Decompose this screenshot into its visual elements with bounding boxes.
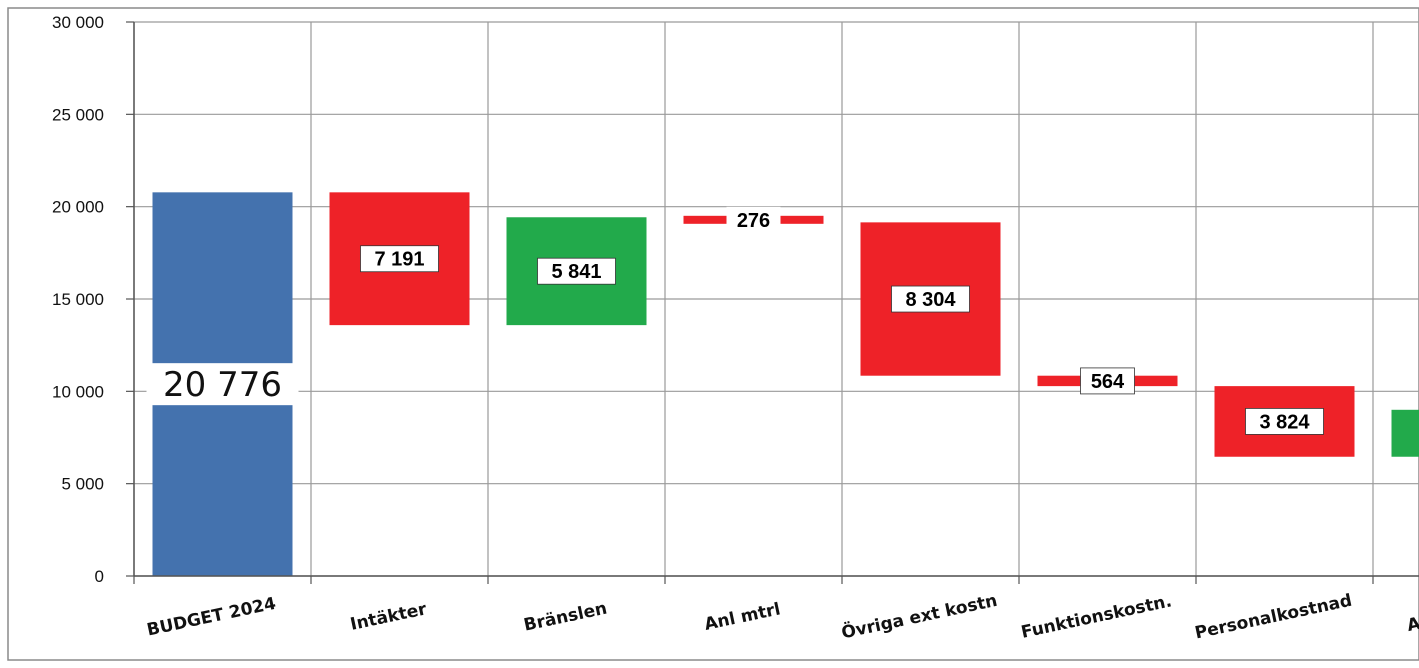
x-category-label: Bränslen — [522, 599, 609, 636]
data-label: 7 191 — [374, 249, 424, 271]
x-category-label: Personalkostnad — [1193, 591, 1354, 644]
y-tick-label: 30 000 — [52, 13, 104, 32]
data-label: 8 304 — [905, 289, 956, 311]
data-label: 276 — [737, 210, 770, 232]
y-tick-label: 25 000 — [52, 105, 104, 124]
data-label-bg — [146, 363, 299, 406]
data-label-bg — [891, 285, 970, 313]
data-label: 5 841 — [551, 261, 601, 283]
grid-layer — [133, 21, 1419, 577]
y-tick-label: 15 000 — [52, 290, 104, 309]
x-category-label: Anl mtrl — [703, 599, 783, 635]
bar-layer — [152, 192, 1419, 576]
x-category-label: Intäkter — [349, 599, 429, 635]
y-tick-label: 0 — [95, 567, 104, 586]
data-label: 20 776 — [163, 365, 282, 405]
data-label: 564 — [1091, 371, 1125, 393]
y-tick-label: 10 000 — [52, 382, 104, 401]
x-category-label: Avskrivni — [1405, 598, 1419, 636]
x-category-label: Funktionskostn. — [1019, 591, 1173, 642]
y-tick-label: 5 000 — [61, 475, 104, 494]
x-category-label: BUDGET 2024 — [145, 594, 278, 641]
y-tick-label: 20 000 — [52, 198, 104, 217]
data-label-bg — [1080, 367, 1135, 395]
x-category-label: Övriga ext kostn — [839, 589, 999, 644]
data-label: 3 824 — [1259, 411, 1310, 433]
chart-border — [7, 7, 1419, 661]
data-label-bg — [537, 257, 616, 285]
data-label-bg — [726, 206, 781, 233]
waterfall-bar — [1391, 409, 1419, 457]
data-label-bg — [1245, 408, 1324, 435]
data-label-bg — [360, 245, 439, 273]
